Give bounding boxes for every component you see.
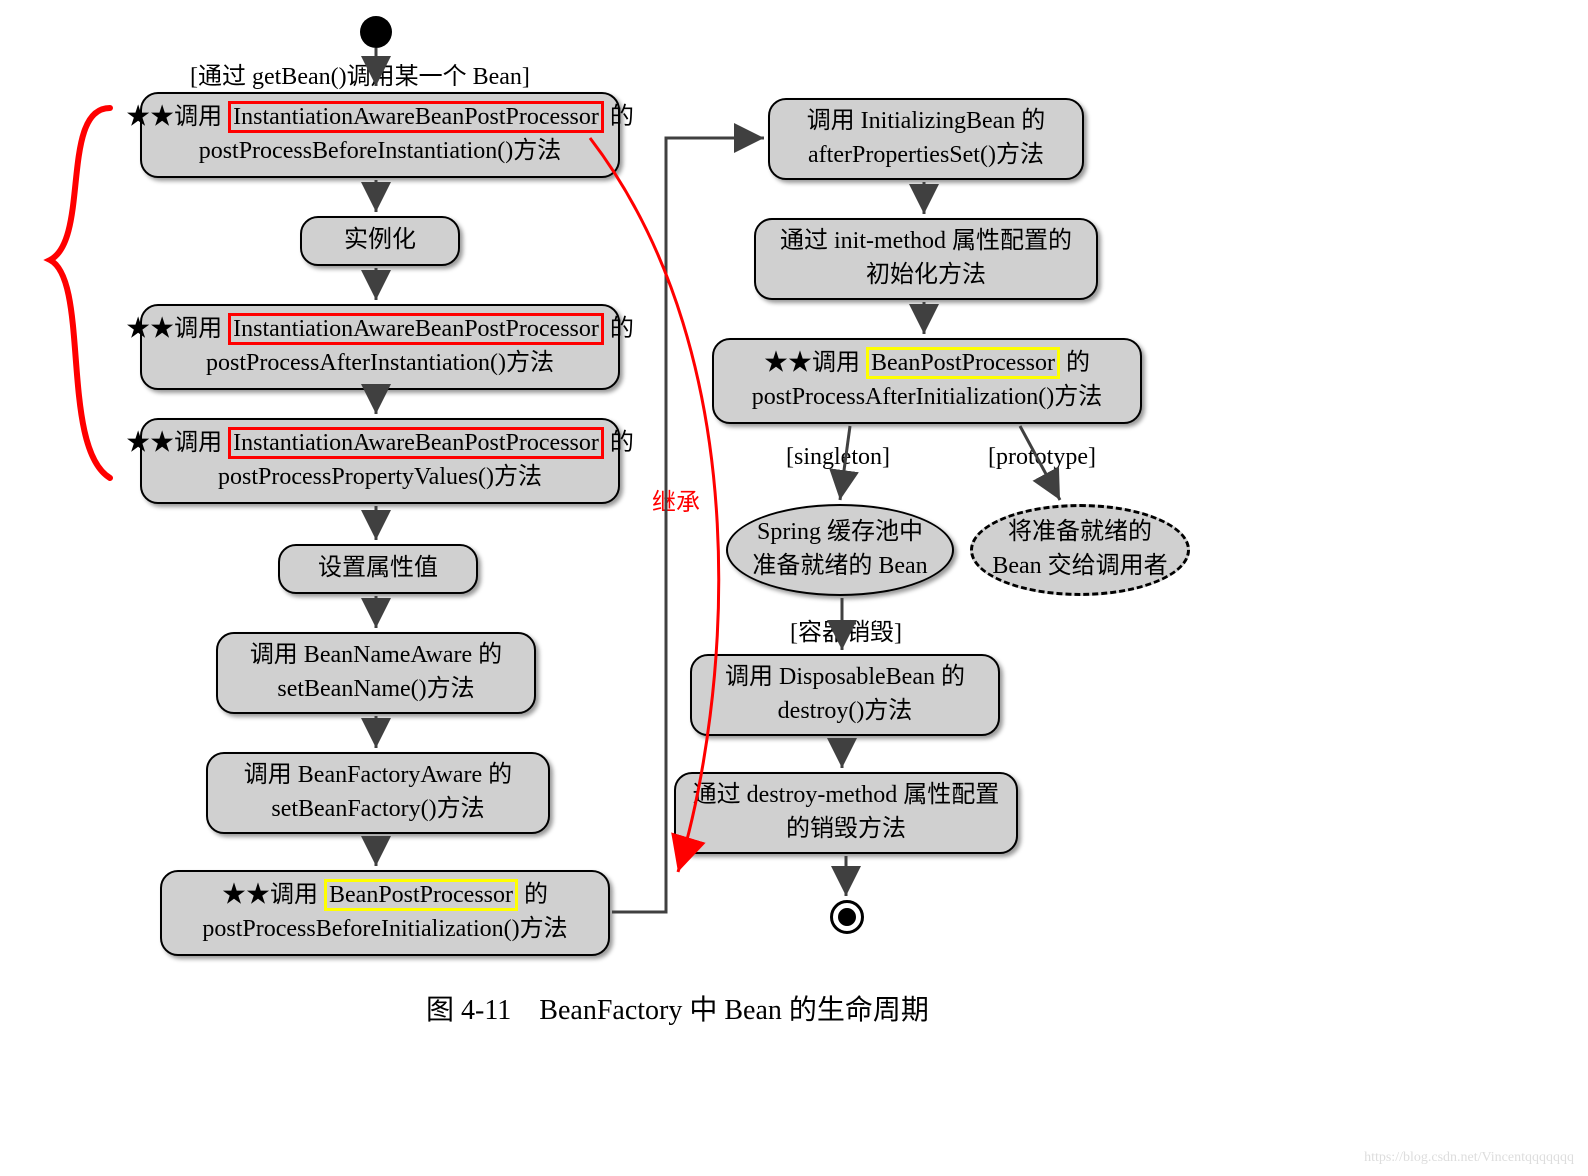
hl-iabpp-3: InstantiationAwareBeanPostProcessor [228,427,604,459]
node-before-initialization: ★调用 BeanPostProcessor 的 postProcessBefor… [160,870,610,956]
hl-bpp-1: BeanPostProcessor [324,879,518,911]
node-init-method: 通过 init-method 属性配置的 初始化方法 [754,218,1098,300]
node-bean-factory-aware: 调用 BeanFactoryAware 的 setBeanFactory()方法 [206,752,550,834]
branch-prototype: [prototype] [988,444,1096,471]
node-after-instantiation: ★调用 InstantiationAwareBeanPostProcessor … [140,304,620,390]
hl-iabpp-2: InstantiationAwareBeanPostProcessor [228,313,604,345]
anno-inherit: 继承 [652,482,700,517]
branch-singleton: [singleton] [786,444,890,471]
hl-bpp-2: BeanPostProcessor [866,347,1060,379]
node-bean-name-aware: 调用 BeanNameAware 的 setBeanName()方法 [216,632,536,714]
start-circle [360,16,392,48]
node-destroy-method: 通过 destroy-method 属性配置 的销毁方法 [674,772,1018,854]
ellipse-prototype: 将准备就绪的 Bean 交给调用者 [970,504,1190,596]
node-disposable-bean: 调用 DisposableBean 的 destroy()方法 [690,654,1000,736]
caption: 图 4-11 BeanFactory 中 Bean 的生命周期 [426,988,929,1028]
start-label: [通过 getBean()调用某一个 Bean] [190,56,530,91]
node-property-values: ★调用 InstantiationAwareBeanPostProcessor … [140,418,620,504]
node-set-properties: 设置属性值 [278,544,478,594]
label-destroy: [容器销毁] [790,612,902,647]
end-circle [830,900,864,934]
node-initializing-bean: 调用 InitializingBean 的 afterPropertiesSet… [768,98,1084,180]
node-before-instantiation: ★调用 InstantiationAwareBeanPostProcessor … [140,92,620,178]
node-instantiate: 实例化 [300,216,460,266]
node-after-initialization: ★调用 BeanPostProcessor 的 postProcessAfter… [712,338,1142,424]
watermark: https://blog.csdn.net/Vincentqqqqqqq [1364,1150,1574,1166]
ellipse-singleton: Spring 缓存池中 准备就绪的 Bean [726,504,954,596]
hl-iabpp-1: InstantiationAwareBeanPostProcessor [228,101,604,133]
